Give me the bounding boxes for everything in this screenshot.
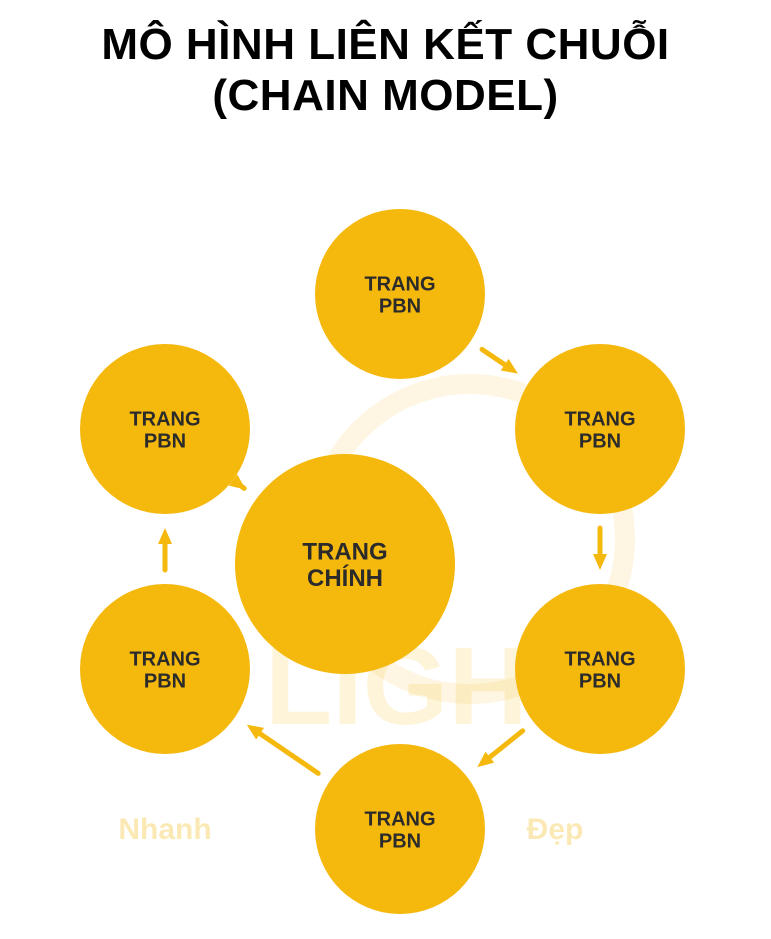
node-label-line2: PBN	[579, 430, 621, 452]
pbn-node: TRANGPBN	[80, 344, 250, 514]
node-label-line2: PBN	[379, 830, 421, 852]
node-label-line2: PBN	[144, 670, 186, 692]
node-label-line1: TRANG	[364, 273, 435, 295]
node-label-line1: TRANG	[129, 408, 200, 430]
node-label-line1: TRANG	[564, 408, 635, 430]
title-line-2: (CHAIN MODEL)	[0, 71, 771, 122]
node-label-line1: TRANG	[364, 808, 435, 830]
edge-arrowhead	[158, 528, 172, 544]
chain-diagram: LIGHTNhanhĐẹpTRANGPBNTRANGPBNTRANGPBNTRA…	[0, 179, 771, 939]
node-label-line1: TRANG	[564, 648, 635, 670]
node-label-line1: TRANG	[302, 539, 387, 566]
pbn-node: TRANGPBN	[515, 584, 685, 754]
node-label-line2: PBN	[144, 430, 186, 452]
page-title: MÔ HÌNH LIÊN KẾT CHUỖI (CHAIN MODEL)	[0, 20, 771, 121]
page: MÔ HÌNH LIÊN KẾT CHUỖI (CHAIN MODEL) LIG…	[0, 0, 771, 939]
node-label-line2: CHÍNH	[307, 564, 383, 592]
pbn-node: TRANGPBN	[515, 344, 685, 514]
pbn-node: TRANGPBN	[315, 744, 485, 914]
node-label-line1: TRANG	[129, 648, 200, 670]
node-label-line2: PBN	[579, 670, 621, 692]
pbn-node: TRANGPBN	[80, 584, 250, 754]
pbn-node: TRANGPBN	[315, 209, 485, 379]
center-node: TRANGCHÍNH	[235, 454, 455, 674]
node-label-line2: PBN	[379, 295, 421, 317]
title-line-1: MÔ HÌNH LIÊN KẾT CHUỖI	[0, 20, 771, 71]
watermark-word-right: Đẹp	[527, 813, 584, 846]
watermark-word-left: Nhanh	[118, 813, 211, 846]
edge-arrowhead	[593, 554, 607, 570]
